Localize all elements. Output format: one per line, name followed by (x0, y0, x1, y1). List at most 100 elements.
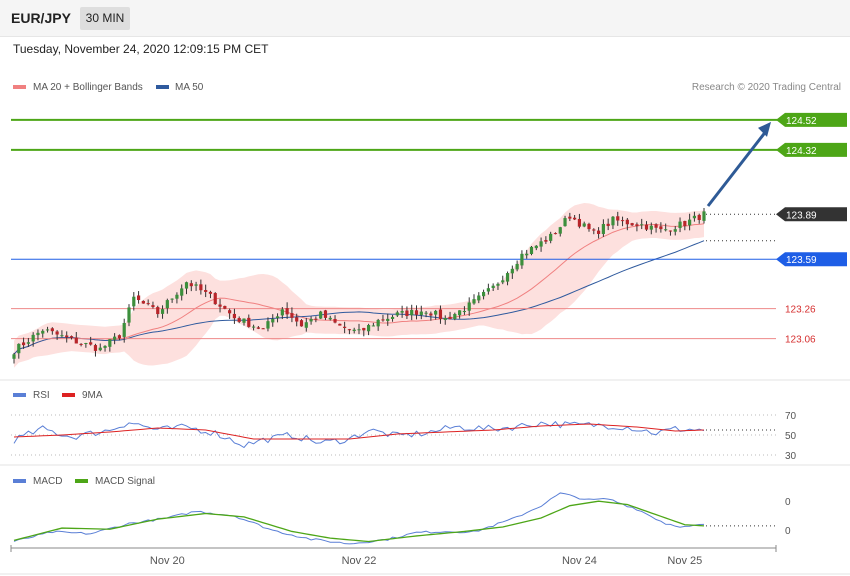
candle-body (510, 268, 514, 274)
x-axis-tick-label: Nov 22 (342, 555, 377, 567)
candle-body (577, 218, 582, 227)
candle-body (228, 310, 232, 314)
candle-body (103, 345, 107, 348)
candle-body (36, 332, 40, 336)
candle-body (189, 283, 193, 287)
candle-body (592, 229, 596, 231)
candle-body (208, 291, 213, 294)
candle-body (271, 318, 275, 323)
candle-body (362, 327, 366, 331)
candle-body (525, 253, 529, 256)
candle-body (333, 318, 337, 323)
candle-body (529, 246, 534, 254)
candle-body (620, 220, 625, 222)
candle-body (251, 326, 256, 328)
rsi-legend-swatch (13, 393, 26, 397)
current-price-label: 123.89 (786, 210, 817, 221)
candle-body (17, 343, 21, 354)
candle-body (611, 216, 615, 226)
candle-body (242, 318, 246, 323)
candle-body (170, 298, 174, 300)
candle-body (304, 322, 308, 328)
candle-body (223, 305, 227, 309)
candle-body (458, 310, 462, 316)
candle-body (390, 316, 395, 319)
candle-body (587, 223, 591, 230)
candle-body (213, 293, 217, 305)
candle-body (319, 311, 323, 319)
candle-body (414, 310, 419, 315)
candle-body (323, 310, 328, 318)
candle-body (668, 230, 673, 232)
timeframe-button[interactable]: 30 MIN (80, 7, 130, 30)
candle-body (697, 214, 701, 220)
candle-body (98, 347, 102, 351)
candle-body (74, 337, 78, 344)
candle-body (132, 296, 136, 307)
candle-body (285, 308, 289, 315)
candle-body (410, 309, 414, 316)
candle-body (520, 253, 524, 266)
candle-body (376, 319, 380, 327)
candle-body (381, 319, 385, 321)
candle-body (625, 219, 629, 225)
target-tag-124.52 (776, 112, 847, 127)
datetime-label: Tuesday, November 24, 2020 12:09:15 PM C… (13, 42, 269, 56)
candle-body (659, 226, 663, 230)
candle-body (12, 354, 16, 359)
support-label: 123.26 (785, 305, 816, 316)
top-bar: EUR/JPY 30 MIN (0, 0, 850, 37)
rsi-ma-legend-swatch (62, 393, 75, 397)
rsi-level-label: 50 (785, 431, 797, 442)
rsi-level-label: 70 (785, 411, 797, 422)
candle-body (549, 233, 553, 241)
ma50-legend-label: MA 50 (175, 82, 204, 93)
candle-body (127, 307, 131, 323)
candle-body (486, 288, 490, 292)
candle-body (505, 273, 510, 282)
macd-legend-swatch (13, 479, 26, 483)
candle-body (472, 299, 476, 304)
candle-body (640, 224, 644, 226)
candle-body (338, 323, 342, 326)
candle-body (683, 220, 687, 227)
candle-body (405, 310, 409, 317)
candle-body (481, 291, 486, 297)
candle-body (204, 290, 208, 292)
pivot-tag-label: 123.59 (786, 255, 817, 266)
rsi-level-label: 30 (785, 451, 797, 462)
candle-body (184, 282, 189, 289)
candle-body (678, 221, 682, 229)
candle-body (352, 329, 356, 332)
candle-body (453, 314, 457, 320)
ma20-line (13, 223, 705, 355)
candle-body (357, 329, 361, 331)
candle-body (141, 300, 145, 304)
candle-body (606, 223, 610, 226)
candle-body (160, 309, 165, 314)
target-arrow-head (758, 121, 771, 137)
candle-body (563, 218, 567, 227)
candle-body (630, 223, 634, 226)
candle-body (395, 312, 399, 316)
candle-body (299, 320, 304, 327)
candle-body (175, 294, 179, 299)
macd-line (13, 492, 705, 545)
candle-body (290, 313, 294, 318)
candle-body (343, 326, 347, 328)
candle-body (534, 245, 538, 249)
candle-body (31, 334, 35, 342)
candle-body (136, 295, 141, 301)
candle-body (568, 216, 572, 219)
candle-body (501, 280, 505, 283)
candle-body (45, 329, 50, 331)
candle-body (673, 229, 677, 232)
candle-body (596, 230, 601, 234)
candle-body (261, 328, 265, 330)
rsi-legend-label: RSI (33, 390, 50, 401)
candle-body (180, 288, 184, 296)
rsi-ma-line (13, 423, 705, 440)
credit-label: Research © 2020 Trading Central (692, 82, 841, 93)
candle-body (491, 285, 495, 289)
candle-body (371, 325, 375, 327)
